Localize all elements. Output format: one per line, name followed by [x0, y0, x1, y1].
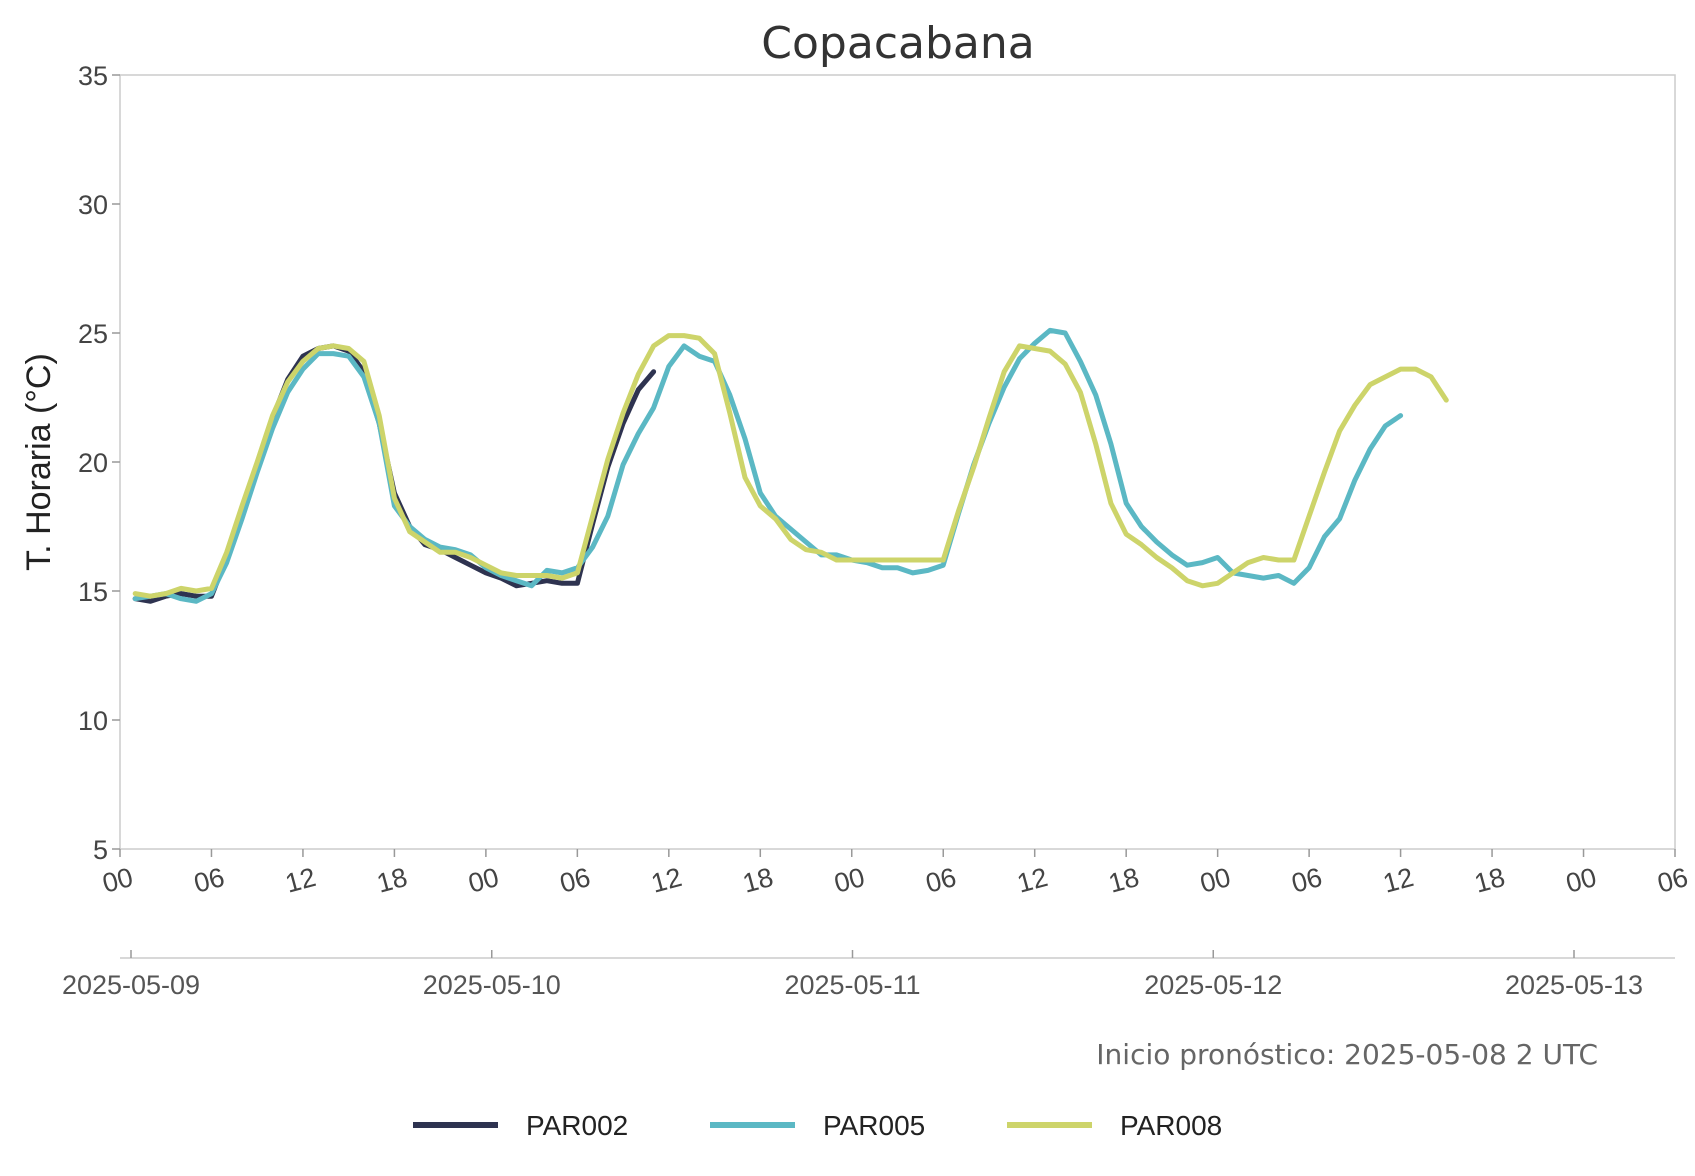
legend: PAR002 PAR005 PAR008 [413, 1110, 1222, 1141]
plot-frame [119, 74, 1676, 850]
x-tick-label: 00 [1197, 862, 1234, 899]
y-tick-label: 5 [93, 835, 108, 865]
y-axis-label: T. Horaria (°C) [20, 353, 58, 571]
legend-label-par005: PAR005 [823, 1110, 925, 1141]
date-tick-label: 2025-05-13 [1505, 970, 1643, 1000]
date-tick-label: 2025-05-10 [423, 970, 561, 1000]
series-line-par002 [132, 343, 657, 604]
date-tick-label: 2025-05-12 [1144, 970, 1282, 1000]
y-tick-label: 35 [78, 61, 108, 91]
x-tick-label: 06 [191, 862, 228, 899]
legend-label-par008: PAR008 [1120, 1110, 1222, 1141]
series-lines [132, 327, 1449, 604]
y-axis: 5 10 15 20 25 30 35 [78, 61, 120, 865]
x-tick-label: 06 [1288, 862, 1325, 899]
x-tick-label: 18 [1471, 862, 1508, 899]
x-axis-dates: 2025-05-09 2025-05-10 2025-05-11 2025-05-12… [62, 950, 1643, 1000]
y-tick-label: 10 [78, 706, 108, 736]
forecast-start-note: Inicio pronóstico: 2025-05-08 2 UTC [1096, 1038, 1598, 1071]
x-tick-label: 06 [923, 862, 960, 899]
x-tick-label: 12 [1014, 862, 1051, 899]
x-tick-label: 18 [740, 862, 777, 899]
x-axis-hours: 00 06 12 18 00 06 12 18 00 06 12 18 00 06 12 18 00 06 [99, 849, 1691, 899]
date-tick-label: 2025-05-09 [62, 970, 200, 1000]
y-tick-label: 15 [78, 577, 108, 607]
x-tick-label: 12 [648, 862, 685, 899]
date-tick-label: 2025-05-11 [784, 970, 920, 1000]
series-line-par005 [132, 327, 1404, 604]
series-line-par008 [132, 333, 1449, 599]
x-tick-label: 12 [1380, 862, 1417, 899]
y-tick-label: 30 [78, 190, 108, 220]
x-tick-label: 00 [1563, 862, 1600, 899]
x-tick-label: 18 [374, 862, 411, 899]
x-tick-label: 00 [465, 862, 502, 899]
chart-title: Copacabana [761, 18, 1034, 69]
legend-label-par002: PAR002 [526, 1110, 628, 1141]
y-tick-label: 25 [78, 319, 108, 349]
y-tick-label: 20 [78, 448, 108, 478]
x-tick-label: 00 [831, 862, 868, 899]
x-tick-label: 12 [282, 862, 319, 899]
x-tick-label: 00 [99, 862, 136, 899]
x-tick-label: 06 [557, 862, 594, 899]
x-tick-label: 18 [1105, 862, 1142, 899]
x-tick-label: 06 [1654, 862, 1691, 899]
